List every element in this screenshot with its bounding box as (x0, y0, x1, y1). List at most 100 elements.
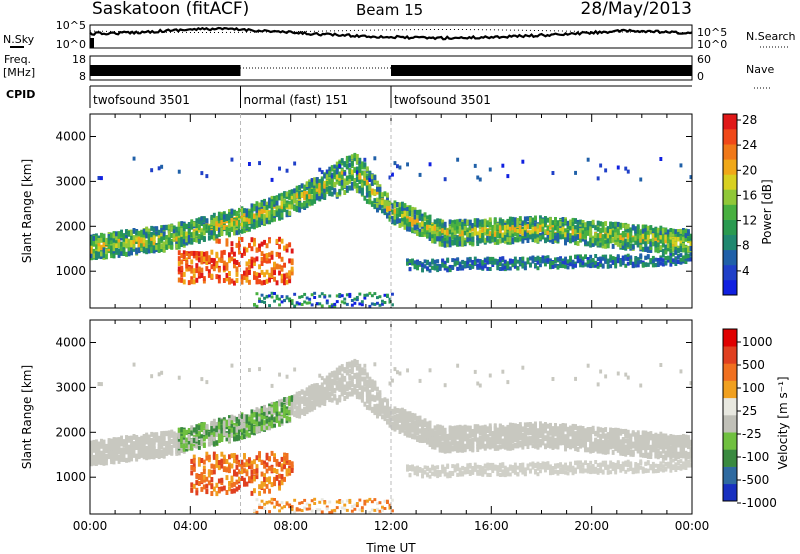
power-cell (260, 293, 264, 297)
velocity-cell (263, 420, 266, 426)
power-cell (421, 216, 424, 222)
power-cell (493, 239, 497, 245)
nsky-tick-high-right: 10^5 (697, 26, 727, 39)
power-cell (549, 258, 552, 263)
power-cell (167, 237, 171, 243)
power-cell (476, 222, 480, 228)
velocity-cell (122, 442, 126, 448)
velocity-cell (225, 436, 229, 442)
power-cell (288, 204, 292, 210)
power-cell (516, 266, 520, 271)
power-cell (228, 231, 231, 237)
power-cell (233, 251, 236, 257)
power-cell (676, 260, 680, 264)
power-cell (300, 295, 304, 299)
power-cell (646, 230, 650, 235)
velocity-cell (192, 458, 196, 463)
power-cell (253, 213, 256, 219)
power-cell (418, 172, 422, 177)
power-cell (656, 258, 660, 262)
velocity-cell (162, 441, 166, 447)
power-cell (295, 207, 299, 213)
power-cell (197, 225, 201, 231)
velocity-cell (107, 441, 111, 447)
velocity-cell (202, 477, 206, 483)
power-cell (243, 208, 246, 214)
velocity-cell (228, 432, 231, 438)
velocity-cell (225, 432, 229, 438)
velocity-cell (268, 476, 271, 482)
power-cell (200, 228, 204, 234)
power-cell (318, 184, 322, 190)
velocity-cell (258, 503, 261, 507)
power-cell (396, 218, 399, 224)
y-tick-label: 4000 (55, 130, 86, 144)
velocity-cell (120, 447, 123, 453)
power-cell (142, 237, 146, 243)
power-cell (280, 295, 284, 299)
power-cell (486, 235, 490, 241)
power-cell (268, 211, 271, 217)
power-cell (559, 262, 562, 266)
velocity-cell (182, 429, 186, 434)
power-cell (275, 238, 279, 244)
velocity-cell (127, 444, 131, 450)
power-cell (147, 244, 151, 250)
velocity-cell (243, 425, 246, 431)
velocity-cell (250, 460, 254, 466)
power-cell (212, 266, 216, 272)
power-cell (90, 240, 93, 246)
power-cell (491, 225, 495, 230)
velocity-cell (110, 442, 113, 448)
power-cell (644, 224, 648, 230)
power-cell (393, 203, 397, 209)
velocity-cell (95, 441, 98, 447)
power-cell (370, 294, 374, 298)
power-cell (318, 179, 322, 185)
power-cell (549, 262, 552, 267)
power-cell (561, 226, 565, 232)
power-cell (458, 261, 462, 266)
nsky-tick-high-left: 10^5 (56, 19, 86, 32)
power-cell (466, 264, 470, 269)
power-cell (604, 221, 608, 227)
velocity-cell (215, 432, 219, 437)
power-cell (250, 256, 254, 262)
power-cell (391, 218, 394, 224)
power-cell (466, 237, 470, 243)
velocity-cell (243, 468, 246, 474)
power-cell (564, 256, 567, 261)
power-cell (443, 264, 447, 269)
power-cell (160, 233, 164, 238)
velocity-cell (250, 426, 254, 432)
velocity-cell (263, 473, 266, 479)
power-cell (684, 228, 688, 234)
velocity-cell (102, 443, 106, 449)
power-cell (666, 236, 670, 242)
power-cell (579, 258, 582, 263)
velocity-cell (125, 457, 128, 463)
power-cell (589, 221, 593, 226)
velocity-cell (132, 450, 136, 456)
power-cell (90, 253, 93, 259)
velocity-cell (268, 425, 271, 431)
velocity-cell (142, 447, 146, 453)
power-cell (511, 239, 515, 245)
power-cell (458, 266, 462, 271)
power-cell (255, 256, 259, 262)
velocity-cell (145, 445, 149, 451)
power-cell (233, 220, 236, 226)
power-cell (235, 242, 239, 248)
velocity-cell (152, 451, 156, 457)
power-cell (491, 237, 495, 243)
power-cell (167, 224, 171, 230)
power-cell (112, 237, 116, 243)
power-cell (370, 302, 374, 306)
power-cell (682, 230, 685, 235)
power-cell (180, 221, 184, 227)
power-cell (187, 235, 191, 240)
power-cell (207, 230, 211, 236)
velocity-cell (190, 458, 194, 464)
power-cell (155, 226, 159, 232)
power-cell (406, 226, 409, 232)
